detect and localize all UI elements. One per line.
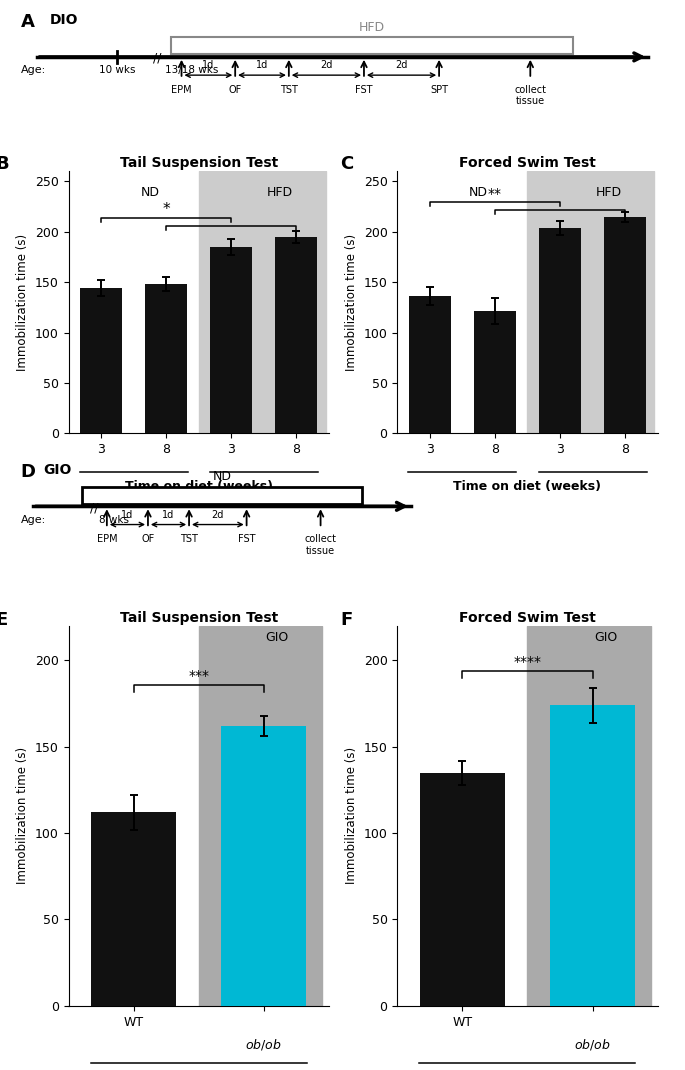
Text: 2d: 2d bbox=[395, 60, 408, 71]
Text: 1d: 1d bbox=[256, 60, 268, 71]
Text: B: B bbox=[0, 155, 9, 173]
Text: DIO: DIO bbox=[50, 13, 79, 27]
Text: //: // bbox=[153, 51, 162, 64]
Text: Time on diet (weeks): Time on diet (weeks) bbox=[453, 479, 601, 492]
Bar bbox=[171, 37, 573, 55]
Text: *: * bbox=[162, 201, 170, 216]
Bar bbox=[82, 487, 362, 504]
Y-axis label: Immobilization time (s): Immobilization time (s) bbox=[345, 233, 358, 371]
Bar bbox=[474, 311, 516, 433]
Bar bbox=[409, 296, 451, 433]
Bar bbox=[604, 216, 646, 433]
Bar bbox=[550, 705, 635, 1006]
Text: ****: **** bbox=[514, 655, 541, 669]
Bar bbox=[210, 247, 252, 433]
Text: A: A bbox=[21, 13, 34, 31]
Text: GIO: GIO bbox=[594, 631, 617, 644]
Y-axis label: Immobilization time (s): Immobilization time (s) bbox=[345, 747, 358, 885]
Text: ***: *** bbox=[188, 669, 209, 683]
Bar bbox=[80, 288, 122, 433]
Text: //: // bbox=[90, 501, 99, 514]
Text: C: C bbox=[340, 155, 353, 173]
Text: 1d: 1d bbox=[202, 60, 214, 71]
Y-axis label: Immobilization time (s): Immobilization time (s) bbox=[16, 233, 29, 371]
Text: Age:: Age: bbox=[21, 515, 46, 524]
Text: TST: TST bbox=[280, 85, 298, 95]
Text: Age:: Age: bbox=[21, 65, 46, 75]
Text: collect
tissue: collect tissue bbox=[305, 534, 336, 556]
Text: 2d: 2d bbox=[212, 509, 224, 520]
Text: TST: TST bbox=[180, 534, 198, 545]
Text: HFD: HFD bbox=[596, 186, 622, 199]
Text: 2d: 2d bbox=[320, 60, 333, 71]
Text: OF: OF bbox=[141, 534, 155, 545]
Text: HFD: HFD bbox=[359, 20, 385, 34]
Bar bbox=[221, 727, 306, 1006]
Bar bbox=[527, 171, 654, 433]
Text: ND: ND bbox=[140, 186, 160, 199]
Text: OF: OF bbox=[229, 85, 242, 95]
Bar bbox=[91, 812, 176, 1006]
Bar bbox=[420, 773, 505, 1006]
Text: $\it{ob/ob}$: $\it{ob/ob}$ bbox=[245, 1037, 282, 1052]
Text: HFD: HFD bbox=[267, 186, 293, 199]
Bar bbox=[275, 236, 317, 433]
Text: FST: FST bbox=[238, 534, 256, 545]
Text: 8 wks: 8 wks bbox=[99, 515, 129, 524]
Text: FST: FST bbox=[356, 85, 373, 95]
Title: Tail Suspension Test: Tail Suspension Test bbox=[119, 611, 278, 625]
Text: 13/18 wks: 13/18 wks bbox=[166, 65, 219, 75]
Text: E: E bbox=[0, 611, 8, 629]
Text: Time on diet (weeks): Time on diet (weeks) bbox=[125, 479, 273, 492]
Text: EPM: EPM bbox=[171, 85, 192, 95]
Text: F: F bbox=[340, 611, 352, 629]
Text: SPT: SPT bbox=[430, 85, 448, 95]
Text: GIO: GIO bbox=[43, 462, 71, 476]
Title: Tail Suspension Test: Tail Suspension Test bbox=[119, 156, 278, 170]
Text: ND: ND bbox=[469, 186, 488, 199]
Title: Forced Swim Test: Forced Swim Test bbox=[459, 156, 596, 170]
Text: ND: ND bbox=[212, 470, 232, 484]
Text: GIO: GIO bbox=[265, 631, 288, 644]
Text: 10 wks: 10 wks bbox=[99, 65, 136, 75]
Bar bbox=[539, 228, 581, 433]
Y-axis label: Immobilization time (s): Immobilization time (s) bbox=[16, 747, 29, 885]
Text: 1d: 1d bbox=[162, 509, 175, 520]
Text: D: D bbox=[21, 462, 36, 480]
Bar bbox=[199, 626, 322, 1006]
Text: $\it{ob/ob}$: $\it{ob/ob}$ bbox=[574, 1037, 611, 1052]
Text: **: ** bbox=[488, 187, 502, 201]
Bar bbox=[199, 171, 325, 433]
Title: Forced Swim Test: Forced Swim Test bbox=[459, 611, 596, 625]
Bar bbox=[527, 626, 651, 1006]
Text: EPM: EPM bbox=[97, 534, 117, 545]
Text: 1d: 1d bbox=[121, 509, 134, 520]
Bar bbox=[145, 285, 187, 433]
Text: collect
tissue: collect tissue bbox=[514, 85, 547, 107]
